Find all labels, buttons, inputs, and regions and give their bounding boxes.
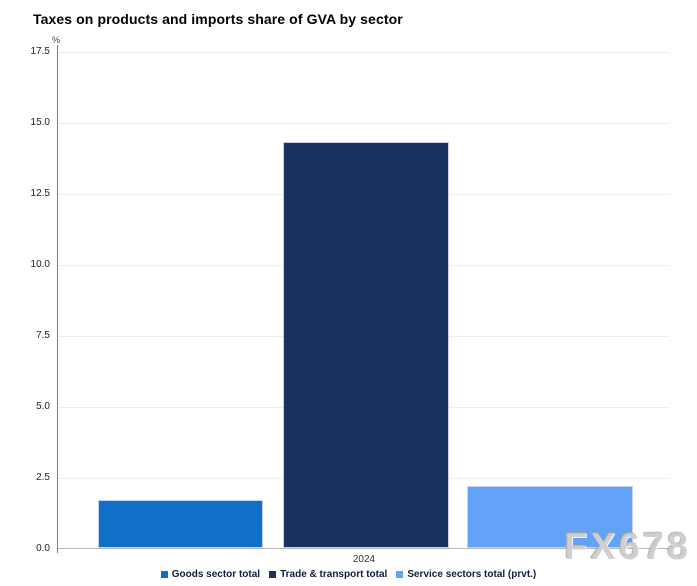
y-axis-line [57,45,58,553]
x-axis-line [58,548,670,549]
gridline [58,123,670,124]
bar-trade-transport-total[interactable] [283,142,449,548]
bar-service-sectors-total-prvt[interactable] [467,486,633,548]
legend-item-goods-sector-total[interactable]: Goods sector total [160,569,261,580]
bar-goods-sector-total[interactable] [98,500,263,548]
y-tick-label: 10.0 [30,259,50,270]
gridline [58,52,670,53]
plot-area [58,52,670,549]
legend-item-trade-transport-total[interactable]: Trade & transport total [269,569,387,580]
watermark: FX678 [564,526,691,568]
y-tick-label: 7.5 [36,330,50,341]
y-tick-label: 17.5 [30,46,50,57]
x-axis-category-label: 2024 [352,554,376,565]
legend-swatch-icon [269,571,277,578]
y-tick-label: 15.0 [30,117,50,128]
legend-swatch-icon [160,571,168,578]
y-axis-tick-labels: 0.0 2.5 5.0 7.5 10.0 12.5 15.0 17.5 [0,0,50,586]
legend-swatch-icon [396,571,404,578]
y-tick-label: 0.0 [36,543,50,554]
legend-item-label: Service sectors total (prvt.) [407,569,537,580]
legend-item-service-sectors-total-prvt[interactable]: Service sectors total (prvt.) [396,569,536,580]
y-tick-label: 12.5 [30,188,50,199]
legend: Goods sector total Trade & transport tota… [0,569,697,580]
legend-item-label: Goods sector total [171,569,261,580]
y-tick-label: 5.0 [36,401,50,412]
chart-title: Taxes on products and imports share of G… [33,11,403,27]
y-axis-unit-label: % [52,35,61,45]
legend-item-label: Trade & transport total [280,569,388,580]
y-tick-label: 2.5 [36,472,50,483]
